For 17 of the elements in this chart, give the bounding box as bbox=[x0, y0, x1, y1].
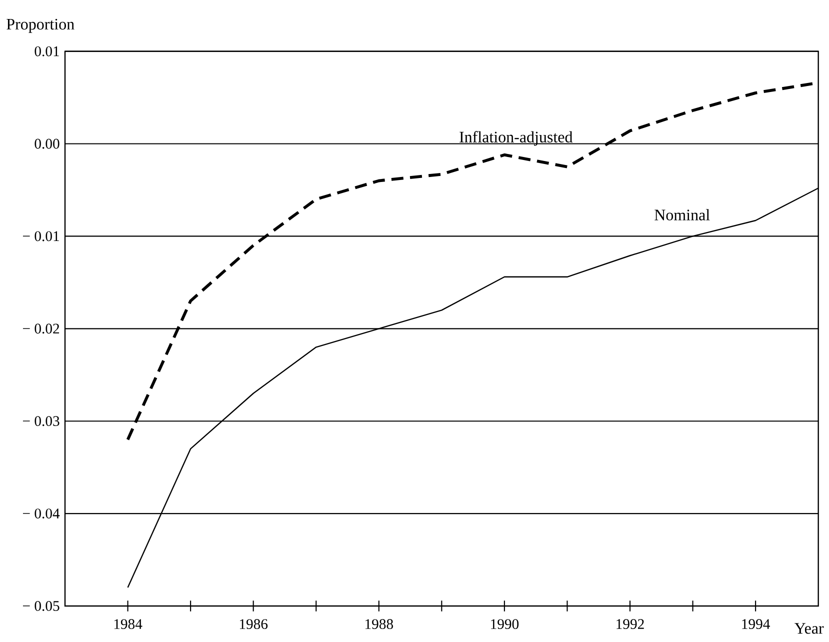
x-tick-label: 1990 bbox=[491, 619, 519, 630]
y-tick-label: 0.00 bbox=[34, 138, 60, 149]
y-tick-label: 0.01 bbox=[34, 46, 59, 56]
y-tick-label: − 0.03 bbox=[22, 416, 60, 426]
x-tick-label: 1992 bbox=[616, 619, 644, 629]
y-tick-label: − 0.05 bbox=[22, 601, 60, 611]
x-tick-label: 1984 bbox=[114, 619, 142, 630]
x-tick-label: 1988 bbox=[366, 619, 393, 630]
series-label: Inflation-adjusted bbox=[460, 131, 573, 146]
y-tick-label: − 0.02 bbox=[22, 324, 60, 334]
x-tick-label: 1986 bbox=[240, 619, 268, 630]
x-axis-title: Year bbox=[794, 623, 824, 634]
x-tick-label: 1994 bbox=[742, 619, 770, 629]
series-label: Nominal bbox=[654, 209, 710, 220]
y-tick-label: − 0.04 bbox=[22, 508, 60, 519]
y-axis-title: Proportion bbox=[6, 18, 74, 33]
y-tick-label: − 0.01 bbox=[22, 231, 59, 242]
